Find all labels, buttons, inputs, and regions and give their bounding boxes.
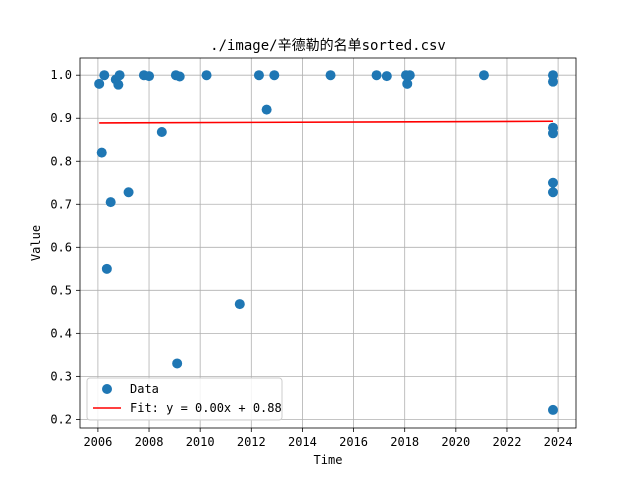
x-tick-label: 2020 <box>441 435 470 449</box>
data-point <box>381 71 392 82</box>
data-point <box>478 70 489 81</box>
data-point <box>547 177 558 188</box>
data-point <box>172 358 183 369</box>
fit-line <box>99 120 553 124</box>
y-tick-label: 0.6 <box>50 240 72 254</box>
data-point <box>234 299 245 310</box>
y-tick-label: 0.8 <box>50 154 72 168</box>
x-grid <box>97 58 559 428</box>
chart-title: ./image/辛德勒的名单sorted.csv <box>210 38 446 54</box>
x-tick-label: 2024 <box>544 435 573 449</box>
data-point <box>261 104 272 115</box>
y-tick-label: 0.2 <box>50 412 72 426</box>
data-point <box>144 71 155 82</box>
data-point <box>547 404 558 415</box>
y-tick-label: 0.7 <box>50 197 72 211</box>
y-tick-label: 0.9 <box>50 111 72 125</box>
legend-label-fit: Fit: y = 0.00x + 0.88 <box>130 401 282 415</box>
data-point <box>156 127 167 137</box>
y-tick-label: 1.0 <box>50 68 72 82</box>
plot-frame <box>79 57 577 429</box>
y-axis-label: Value <box>29 225 43 261</box>
y-tick-label: 0.5 <box>50 283 72 297</box>
x-tick-label: 2012 <box>237 435 266 449</box>
data-point <box>96 147 107 158</box>
data-point <box>269 70 280 81</box>
data-point <box>105 197 116 208</box>
data-point <box>371 70 382 81</box>
data-point <box>113 79 124 90</box>
x-tick-label: 2016 <box>339 435 368 449</box>
data-point <box>402 78 413 89</box>
data-point <box>547 187 558 198</box>
legend: Data Fit: y = 0.00x + 0.88 <box>86 377 283 421</box>
x-axis-label: Time <box>314 453 343 467</box>
data-point <box>174 71 185 82</box>
y-tick-label: 0.3 <box>50 369 72 383</box>
data-points-layer <box>94 70 558 415</box>
x-tick-label: 2006 <box>83 435 112 449</box>
x-tick-label: 2014 <box>288 435 317 449</box>
x-tick-label: 2018 <box>390 435 419 449</box>
x-tick-label: 2010 <box>186 435 215 449</box>
legend-label-data: Data <box>130 382 159 396</box>
data-point <box>201 70 212 81</box>
fit-line-layer <box>99 120 553 124</box>
x-tick-label: 2022 <box>493 435 522 449</box>
data-point <box>547 76 558 87</box>
y-tick-label: 0.4 <box>50 326 72 340</box>
data-point <box>404 70 415 81</box>
data-point <box>94 78 105 89</box>
x-tick-label: 2008 <box>135 435 164 449</box>
data-point <box>253 70 264 81</box>
data-point <box>99 70 110 81</box>
legend-marker-data <box>102 384 112 394</box>
data-point <box>123 187 134 198</box>
x-axis-ticks: 2006 2008 2010 2012 2014 2016 2018 2020 2022 2024 <box>83 428 573 449</box>
data-point <box>547 128 558 139</box>
y-axis-ticks: 0.2 0.3 0.4 0.5 0.6 0.7 0.8 0.9 1.0 <box>50 68 80 426</box>
data-point <box>325 70 336 81</box>
data-point <box>101 263 112 274</box>
data-point <box>114 70 125 81</box>
legend-box <box>86 377 283 421</box>
